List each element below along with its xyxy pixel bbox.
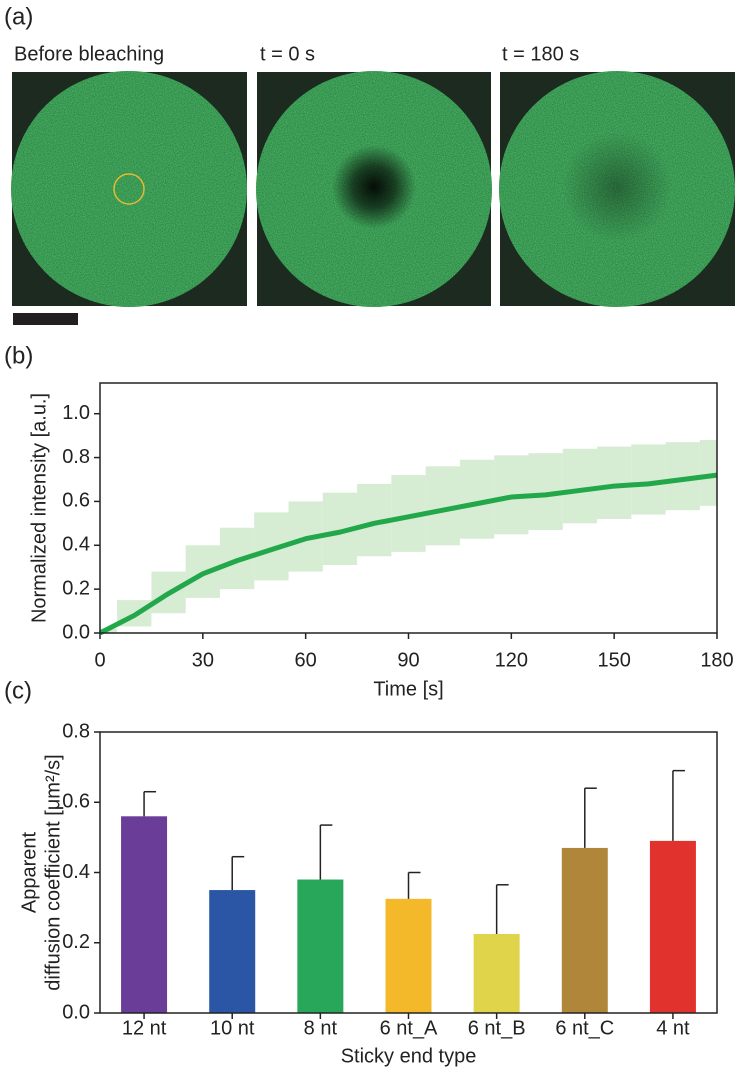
- y-tick-label: 0.2: [62, 577, 90, 599]
- caption: Before bleaching: [14, 43, 164, 65]
- y-tick-label: 0.2: [62, 931, 90, 953]
- bar: [473, 933, 520, 1013]
- panel-label: (c): [4, 677, 32, 704]
- bar: [561, 847, 608, 1013]
- y-axis-label: Normalized intensity [a.u.]: [28, 393, 50, 623]
- y-tick-label: 0.4: [62, 534, 90, 556]
- x-tick-label: 90: [397, 649, 419, 671]
- x-tick-label: 180: [700, 649, 733, 671]
- error-band: [597, 446, 632, 519]
- y-tick-label: 0.6: [62, 490, 90, 512]
- error-band: [631, 444, 666, 515]
- x-tick-label: 60: [295, 649, 317, 671]
- x-tick-label: 6 nt_A: [380, 1017, 438, 1039]
- x-tick-label: 12 nt: [122, 1017, 167, 1039]
- y-tick-label: 0.0: [62, 1001, 90, 1023]
- x-tick-label: 0: [94, 649, 105, 671]
- plot-frame: [99, 731, 718, 1014]
- error-band: [699, 440, 717, 506]
- scale-bar: [13, 313, 78, 325]
- y-tick-label: 0.6: [62, 791, 90, 813]
- x-tick-label: 4 nt: [656, 1017, 690, 1039]
- panel-label: (a): [4, 3, 33, 30]
- bar: [209, 890, 256, 1013]
- x-tick-label: 8 nt: [304, 1017, 338, 1039]
- panel-label: (b): [4, 342, 33, 369]
- y-tick-label: 1.0: [62, 402, 90, 424]
- bar: [121, 816, 168, 1013]
- x-tick-label: 6 nt_C: [555, 1017, 614, 1039]
- x-axis-label: Sticky end type: [341, 1045, 477, 1067]
- bar: [649, 840, 696, 1013]
- micrograph: [11, 71, 247, 307]
- error-band: [562, 448, 598, 524]
- x-tick-label: 150: [597, 649, 630, 671]
- micrograph: [499, 71, 735, 307]
- x-axis-label: Time [s]: [373, 678, 443, 700]
- caption: t = 0 s: [260, 43, 315, 65]
- x-tick-label: 10 nt: [210, 1017, 255, 1039]
- y-axis-label: diffusion coefficient [μm²/s]: [42, 754, 64, 990]
- bar: [385, 898, 432, 1013]
- x-tick-label: 30: [192, 649, 214, 671]
- y-tick-label: 0.0: [62, 621, 90, 643]
- y-tick-label: 0.8: [62, 446, 90, 468]
- plot-frame: [99, 382, 718, 634]
- data-line: [98, 472, 718, 636]
- x-tick-label: 6 nt_B: [468, 1017, 526, 1039]
- y-tick-label: 0.8: [62, 720, 90, 742]
- micrograph: [256, 71, 492, 307]
- y-axis-label: Apparent: [18, 831, 40, 913]
- bar: [297, 879, 344, 1013]
- caption: t = 180 s: [502, 43, 579, 65]
- y-tick-label: 0.4: [62, 861, 90, 883]
- x-tick-label: 120: [495, 649, 528, 671]
